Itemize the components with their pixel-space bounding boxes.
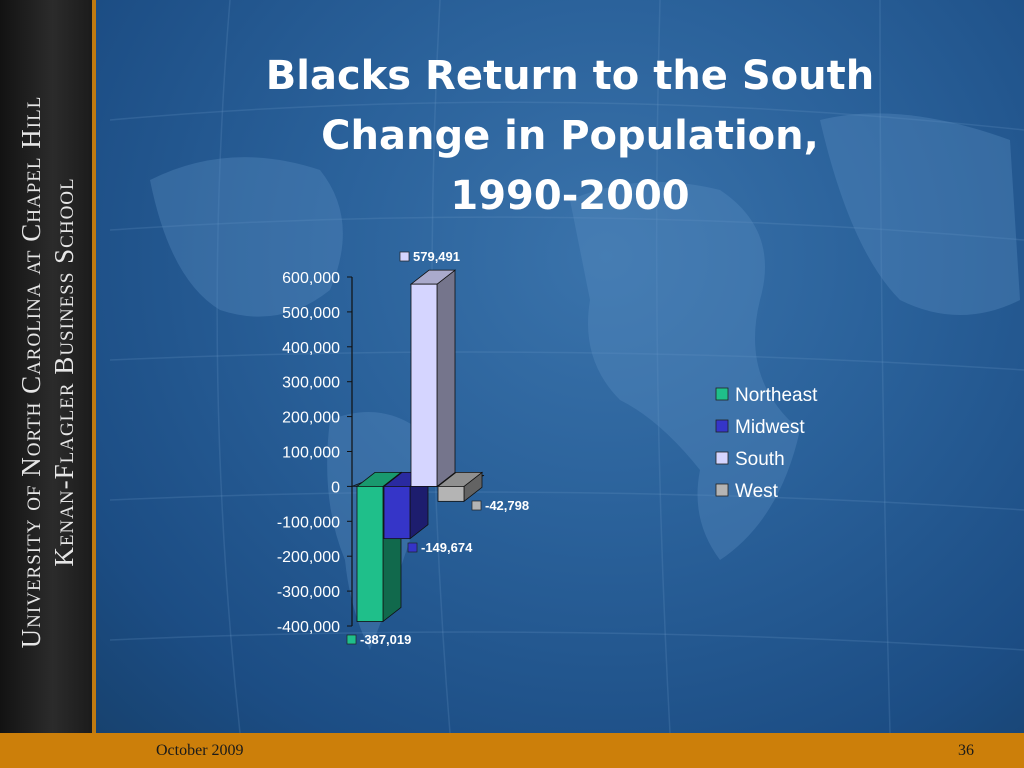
slide-title: Blacks Return to the South Change in Pop… (190, 46, 950, 226)
data-label: 579,491 (413, 249, 460, 264)
y-tick-label: 400,000 (282, 340, 340, 357)
data-label-marker (407, 542, 418, 553)
y-tick-label: -200,000 (277, 549, 340, 566)
title-line-1: Blacks Return to the South (265, 53, 875, 99)
legend-swatch (715, 451, 729, 465)
bar-front (383, 485, 411, 540)
legend-label: West (735, 481, 779, 502)
sidebar (0, 0, 96, 733)
y-tick-label: 300,000 (282, 375, 340, 392)
bar-front (437, 485, 465, 502)
data-label-marker (399, 251, 410, 262)
y-tick-label: 0 (331, 479, 340, 496)
legend-swatch (715, 483, 729, 497)
bar-front (410, 283, 438, 487)
bar-south (409, 269, 457, 488)
y-tick-label: 100,000 (282, 445, 340, 462)
y-tick-label: -100,000 (277, 514, 340, 531)
bar-side (436, 269, 456, 488)
legend-label: Northeast (735, 385, 818, 406)
y-tick-label: -300,000 (277, 584, 340, 601)
data-label: -387,019 (360, 632, 411, 647)
title-line-2: Change in Population, (321, 113, 819, 159)
y-tick-label: 200,000 (282, 410, 340, 427)
y-tick-label: 500,000 (282, 305, 340, 322)
data-label: -149,674 (421, 540, 473, 555)
footer-bar: October 2009 36 (0, 733, 1024, 768)
footer-date: October 2009 (156, 742, 244, 759)
data-label-marker (346, 634, 357, 645)
bar-chart: 600,000 500,000 400,000 300,000 200,000 100,0… (277, 249, 818, 647)
y-tick-label: 600,000 (282, 270, 340, 287)
page-number: 36 (958, 742, 974, 759)
bar-front (356, 485, 384, 622)
legend-label: Midwest (735, 417, 805, 438)
world-map-background (96, 0, 1024, 733)
data-label-marker (471, 500, 482, 511)
title-line-3: 1990-2000 (450, 173, 690, 219)
legend-swatch (715, 419, 729, 433)
sidebar-divider (92, 0, 96, 733)
legend-swatch (715, 387, 729, 401)
legend-label: South (735, 449, 785, 470)
y-tick-label: -400,000 (277, 619, 340, 636)
bar-west (436, 471, 484, 503)
bar-midwest (382, 471, 430, 540)
data-label: -42,798 (485, 498, 529, 513)
